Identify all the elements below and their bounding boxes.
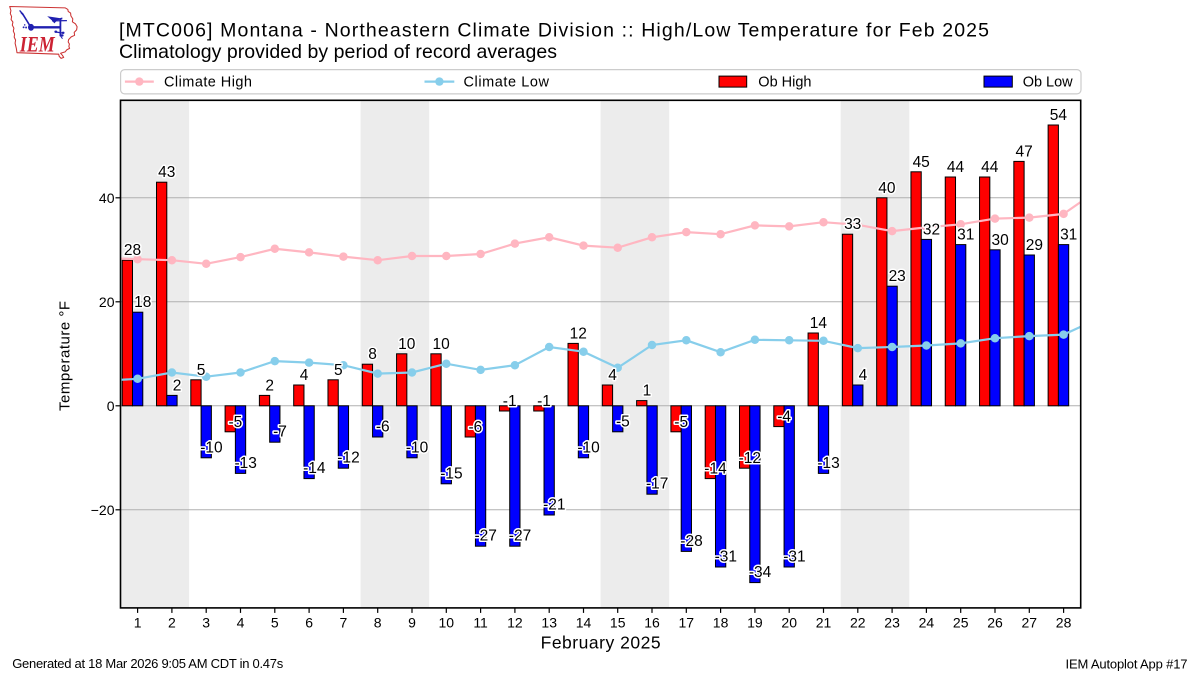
- svg-text:-27: -27: [509, 528, 531, 545]
- svg-text:8: 8: [368, 346, 377, 363]
- svg-text:-5: -5: [229, 414, 243, 431]
- svg-text:43: 43: [158, 164, 175, 181]
- svg-text:5: 5: [271, 615, 279, 631]
- svg-text:-14: -14: [303, 460, 326, 477]
- svg-text:2: 2: [168, 615, 176, 631]
- svg-text:-10: -10: [577, 439, 600, 456]
- svg-text:-10: -10: [200, 439, 223, 456]
- svg-text:19: 19: [747, 615, 763, 631]
- svg-text:1: 1: [134, 615, 142, 631]
- svg-text:7: 7: [340, 615, 348, 631]
- svg-text:5: 5: [334, 362, 343, 379]
- svg-text:44: 44: [947, 159, 965, 176]
- svg-text:16: 16: [644, 615, 660, 631]
- svg-text:30: 30: [991, 232, 1009, 249]
- svg-text:-27: -27: [474, 528, 496, 545]
- svg-text:1: 1: [643, 383, 652, 400]
- svg-text:11: 11: [473, 615, 488, 631]
- svg-text:15: 15: [610, 615, 626, 631]
- svg-text:−20: −20: [91, 502, 115, 518]
- svg-text:-31: -31: [715, 549, 737, 566]
- svg-text:-10: -10: [406, 439, 429, 456]
- svg-text:-14: -14: [704, 461, 727, 478]
- svg-text:6: 6: [305, 615, 313, 631]
- svg-text:4: 4: [859, 367, 868, 384]
- svg-text:18: 18: [134, 294, 151, 311]
- svg-text:5: 5: [197, 362, 206, 379]
- svg-text:24: 24: [919, 615, 935, 631]
- svg-text:26: 26: [987, 615, 1003, 631]
- svg-text:20: 20: [99, 294, 115, 310]
- svg-text:23: 23: [884, 615, 900, 631]
- svg-text:14: 14: [810, 315, 828, 332]
- svg-text:13: 13: [541, 615, 557, 631]
- svg-text:-31: -31: [783, 549, 805, 566]
- svg-text:20: 20: [781, 615, 797, 631]
- svg-text:-13: -13: [817, 455, 839, 472]
- svg-text:25: 25: [953, 615, 969, 631]
- svg-text:8: 8: [374, 615, 382, 631]
- svg-text:18: 18: [713, 615, 729, 631]
- svg-text:14: 14: [576, 615, 592, 631]
- svg-text:-17: -17: [646, 476, 668, 493]
- svg-text:-1: -1: [537, 393, 551, 410]
- svg-text:3: 3: [202, 615, 210, 631]
- svg-text:-28: -28: [680, 533, 702, 550]
- svg-text:10: 10: [398, 336, 416, 353]
- svg-text:0: 0: [107, 398, 115, 414]
- svg-text:32: 32: [923, 221, 940, 238]
- svg-text:31: 31: [1060, 227, 1077, 244]
- svg-text:28: 28: [124, 242, 141, 259]
- svg-text:-15: -15: [440, 465, 462, 482]
- svg-text:54: 54: [1050, 107, 1068, 124]
- svg-text:10: 10: [432, 336, 450, 353]
- svg-text:4: 4: [608, 367, 617, 384]
- svg-text:40: 40: [878, 180, 896, 197]
- svg-text:-21: -21: [543, 497, 565, 514]
- svg-text:[MTC006] Montana - Northeaster: [MTC006] Montana - Northeastern Climate …: [119, 20, 989, 42]
- svg-text:Ob Low: Ob Low: [1023, 75, 1073, 91]
- svg-text:-5: -5: [616, 413, 630, 430]
- svg-text:2: 2: [265, 377, 274, 394]
- svg-text:10: 10: [439, 615, 455, 631]
- svg-text:Climate High: Climate High: [164, 75, 252, 91]
- svg-text:-5: -5: [674, 414, 688, 431]
- svg-text:4: 4: [300, 367, 309, 384]
- svg-text:IEM Autoplot App #17: IEM Autoplot App #17: [1066, 657, 1188, 672]
- svg-text:-7: -7: [273, 424, 287, 441]
- svg-text:40: 40: [99, 190, 115, 206]
- svg-text:29: 29: [1026, 237, 1043, 254]
- svg-text:9: 9: [408, 615, 416, 631]
- svg-text:-13: -13: [234, 455, 256, 472]
- svg-text:33: 33: [844, 216, 861, 233]
- svg-text:12: 12: [507, 615, 523, 631]
- svg-text:47: 47: [1015, 143, 1032, 160]
- svg-text:-34: -34: [749, 564, 772, 581]
- svg-text:February 2025: February 2025: [541, 633, 661, 653]
- svg-text:Climatology provided by period: Climatology provided by period of record…: [119, 41, 557, 63]
- svg-text:44: 44: [981, 159, 999, 176]
- svg-text:12: 12: [570, 325, 587, 342]
- svg-text:-4: -4: [777, 409, 791, 426]
- svg-text:Temperature °F: Temperature °F: [56, 301, 73, 411]
- svg-text:45: 45: [913, 154, 930, 171]
- svg-text:-1: -1: [503, 393, 517, 410]
- svg-text:Ob High: Ob High: [758, 75, 811, 91]
- svg-text:27: 27: [1022, 615, 1038, 631]
- svg-text:2: 2: [173, 377, 182, 394]
- svg-text:23: 23: [889, 268, 906, 285]
- svg-text:-6: -6: [469, 419, 483, 436]
- svg-text:31: 31: [957, 227, 974, 244]
- svg-text:17: 17: [679, 615, 695, 631]
- svg-text:21: 21: [816, 615, 832, 631]
- svg-text:-6: -6: [376, 419, 390, 436]
- svg-text:Generated at 18 Mar 2026 9:05: Generated at 18 Mar 2026 9:05 AM CDT in …: [12, 656, 284, 671]
- svg-text:28: 28: [1056, 615, 1072, 631]
- svg-text:Climate Low: Climate Low: [464, 75, 550, 91]
- svg-text:-12: -12: [739, 450, 761, 467]
- svg-text:4: 4: [237, 615, 245, 631]
- svg-text:IEM: IEM: [19, 31, 56, 56]
- svg-text:22: 22: [850, 615, 866, 631]
- svg-text:-12: -12: [337, 450, 359, 467]
